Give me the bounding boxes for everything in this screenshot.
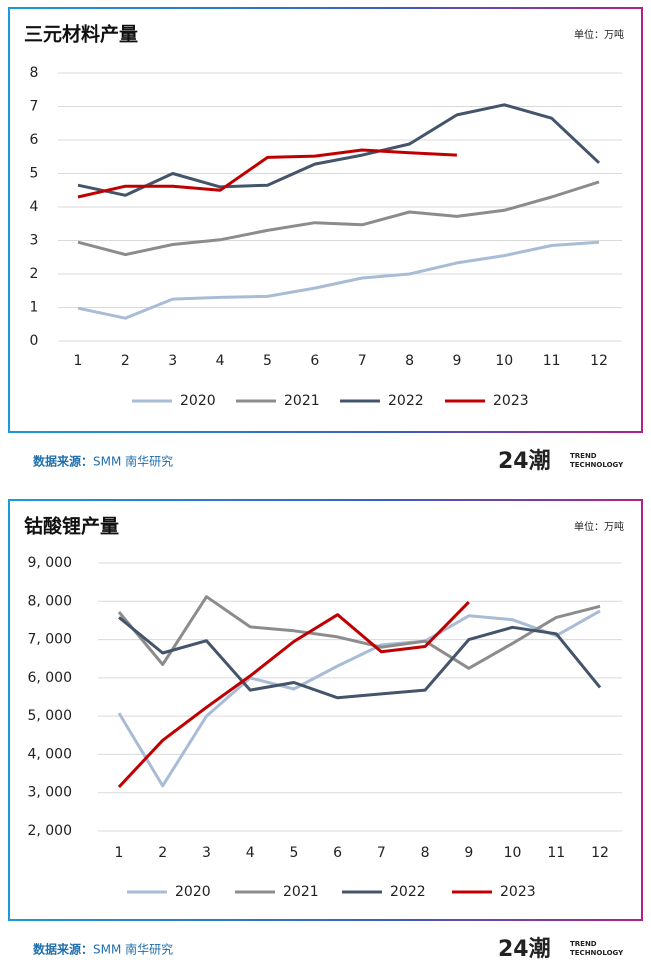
source-label: 数据来源：: [33, 454, 93, 469]
y-tick-label: 5, 000: [27, 708, 72, 724]
x-tick-label: 10: [504, 845, 522, 861]
x-tick-label: 8: [421, 845, 430, 861]
x-tick-label: 1: [115, 845, 124, 861]
series-line: [118, 616, 602, 700]
legend-label: 2021: [283, 884, 319, 900]
y-tick-label: 7: [30, 99, 39, 115]
series-line: [77, 240, 600, 320]
panel-border: [8, 7, 643, 433]
y-tick-label: 3, 000: [27, 785, 72, 801]
x-tick-label: 7: [358, 353, 367, 369]
x-tick-label: 12: [590, 353, 608, 369]
y-tick-label: 7, 000: [27, 632, 72, 648]
x-tick-label: 8: [405, 353, 414, 369]
y-tick-label: 9, 000: [27, 555, 72, 571]
chart-title: 三元材料产量: [24, 23, 138, 46]
series-line: [117, 595, 601, 670]
unit-label: 单位：万吨: [574, 28, 624, 41]
x-tick-label: 1: [74, 353, 83, 369]
x-tick-label: 5: [289, 845, 298, 861]
x-tick-label: 6: [310, 353, 319, 369]
y-tick-label: 1: [30, 300, 39, 316]
y-tick-label: 6, 000: [27, 670, 72, 686]
series-line: [77, 103, 601, 197]
logo-mark: 24潮: [498, 937, 551, 962]
logo-line1: TREND: [570, 940, 597, 948]
series-line: [77, 148, 457, 199]
y-tick-label: 4, 000: [27, 746, 72, 762]
x-tick-label: 11: [543, 353, 561, 369]
y-tick-label: 5: [30, 166, 39, 182]
logo-line2: TECHNOLOGY: [570, 949, 624, 957]
y-tick-label: 4: [30, 199, 39, 215]
unit-label: 单位：万吨: [574, 520, 624, 533]
legend-label: 2020: [180, 393, 216, 409]
x-tick-label: 7: [377, 845, 386, 861]
x-tick-label: 4: [246, 845, 255, 861]
x-tick-label: 4: [216, 353, 225, 369]
y-tick-label: 6: [30, 132, 39, 148]
x-tick-label: 10: [495, 353, 513, 369]
series-line: [117, 609, 601, 788]
logo-line2: TECHNOLOGY: [570, 461, 624, 469]
legend-label: 2021: [284, 393, 320, 409]
legend-label: 2020: [175, 884, 211, 900]
x-tick-label: 3: [168, 353, 177, 369]
series-line: [77, 180, 600, 257]
x-tick-label: 2: [158, 845, 167, 861]
x-tick-label: 2: [121, 353, 130, 369]
logo-mark: 24潮: [498, 449, 551, 474]
legend-label: 2022: [388, 393, 424, 409]
x-tick-label: 5: [263, 353, 272, 369]
legend-label: 2023: [500, 884, 536, 900]
y-tick-label: 3: [30, 233, 39, 249]
y-tick-label: 2: [30, 266, 39, 282]
logo-line1: TREND: [570, 452, 597, 460]
x-tick-label: 3: [202, 845, 211, 861]
y-tick-label: 2, 000: [27, 823, 72, 839]
y-tick-label: 0: [30, 333, 39, 349]
legend-label: 2022: [390, 884, 426, 900]
x-tick-label: 9: [464, 845, 473, 861]
legend-label: 2023: [493, 393, 529, 409]
x-tick-label: 9: [452, 353, 461, 369]
source-text: SMM 南华研究: [93, 454, 173, 469]
x-tick-label: 12: [591, 845, 609, 861]
series-line: [117, 601, 470, 789]
x-tick-label: 11: [547, 845, 565, 861]
y-tick-label: 8, 000: [27, 593, 72, 609]
chart-title: 钴酸锂产量: [24, 515, 119, 538]
y-tick-label: 8: [30, 65, 39, 81]
source-text: SMM 南华研究: [93, 942, 173, 957]
source-label: 数据来源：: [33, 942, 93, 957]
panel-border: [8, 499, 643, 921]
x-tick-label: 6: [333, 845, 342, 861]
